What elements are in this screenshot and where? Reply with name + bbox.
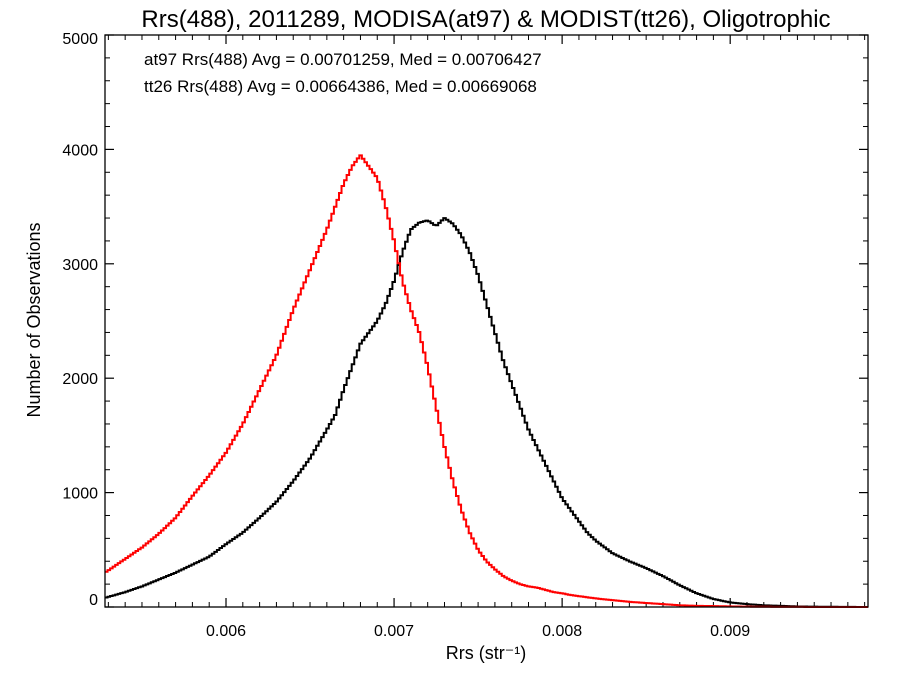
x-axis-label: Rrs (str⁻¹) bbox=[446, 643, 526, 663]
x-tick-label: 0.008 bbox=[542, 623, 582, 640]
axis-ticks: 0.006 0.007 0.008 0.009 0 1000 2000 3000 4000 500… bbox=[62, 31, 868, 640]
x-tick-label: 0.006 bbox=[206, 623, 246, 640]
annotation-tt26: tt26 Rrs(488) Avg = 0.00664386, Med = 0.… bbox=[144, 77, 537, 96]
y-tick-label: 4000 bbox=[62, 142, 98, 159]
y-axis-label: Number of Observations bbox=[24, 222, 44, 417]
annotation-at97: at97 Rrs(488) Avg = 0.00701259, Med = 0.… bbox=[144, 50, 542, 69]
series-line-tt26 bbox=[105, 154, 868, 608]
y-tick-label: 0 bbox=[89, 592, 98, 609]
plot-frame bbox=[104, 34, 869, 608]
chart-title: Rrs(488), 2011289, MODISA(at97) & MODIST… bbox=[141, 6, 830, 33]
y-tick-label: 2000 bbox=[62, 371, 98, 388]
y-tick-label: 5000 bbox=[62, 31, 98, 48]
y-tick-label: 1000 bbox=[62, 486, 98, 503]
y-tick-label: 3000 bbox=[62, 257, 98, 274]
data-series bbox=[105, 154, 868, 608]
series-line-at97 bbox=[105, 217, 868, 608]
x-tick-label: 0.007 bbox=[374, 623, 414, 640]
x-tick-label: 0.009 bbox=[710, 623, 750, 640]
